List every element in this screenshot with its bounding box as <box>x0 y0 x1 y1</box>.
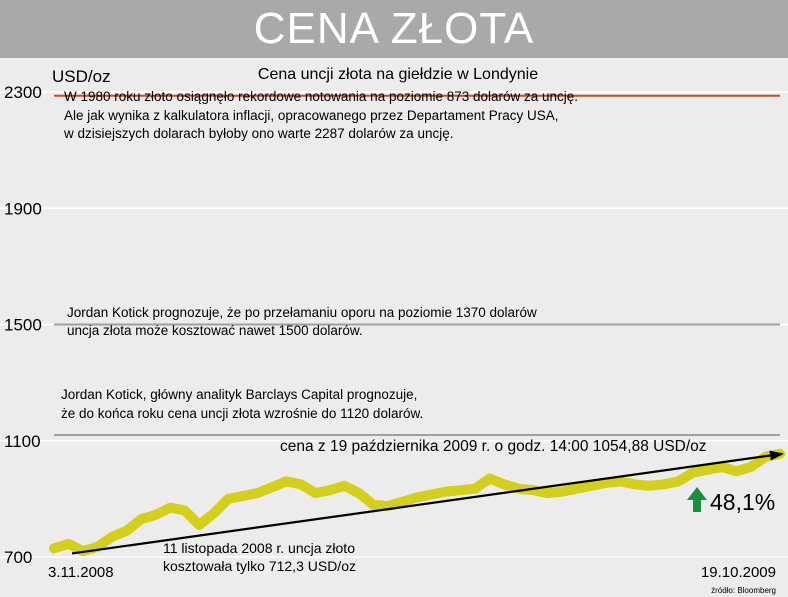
source-note: źródło: Bloomberg <box>711 586 776 595</box>
change-percent: 48,1% <box>710 489 775 515</box>
y-tick-label-2300: 2300 <box>4 83 42 102</box>
y-tick-label-1900: 1900 <box>4 199 42 218</box>
chart-title: Cena uncji złota na giełdzie w Londynie <box>258 66 538 83</box>
x-axis-start-label: 3.11.2008 <box>48 564 114 581</box>
annotation-forecast-1500-line-2: uncja złota może kosztować nawet 1500 do… <box>67 323 363 338</box>
annotation-start-price-line-1: 11 listopada 2008 r. uncja złoto <box>163 540 355 556</box>
y-tick-label-700: 700 <box>4 548 32 567</box>
x-axis-end-label: 19.10.2009 <box>701 564 776 581</box>
annotation-record-line-3: w dzisiejszych dolarach byłoby ono warte… <box>63 126 453 141</box>
annotation-record-line-2: Ale jak wynika z kalkulatora inflacji, o… <box>64 108 558 123</box>
y-tick-label-1100: 1100 <box>4 432 41 451</box>
page-title: CENA ZŁOTA <box>253 4 535 53</box>
annotation-record-line-1: W 1980 roku złoto osiągnęło rekordowe no… <box>64 89 578 104</box>
y-tick-label-1500: 1500 <box>4 316 42 335</box>
annotation-current-price: cena z 19 października 2009 r. o godz. 1… <box>280 438 707 455</box>
annotation-forecast-1120-line-2: że do końca roku cena uncji złota wzrośn… <box>61 406 423 421</box>
trend-arrow <box>71 450 784 555</box>
annotation-forecast-1500-line-1: Jordan Kotick prognozuje, że po przełama… <box>67 305 537 320</box>
annotation-forecast-1120-line-1: Jordan Kotick, główny analityk Barclays … <box>61 387 417 402</box>
gold-price-series-line <box>49 448 785 557</box>
annotation-start-price-line-2: kosztowała tylko 712,3 USD/oz <box>163 558 356 574</box>
up-arrow-icon <box>687 487 707 512</box>
y-axis-label: USD/oz <box>52 67 111 86</box>
header-bar: CENA ZŁOTA <box>0 0 788 58</box>
